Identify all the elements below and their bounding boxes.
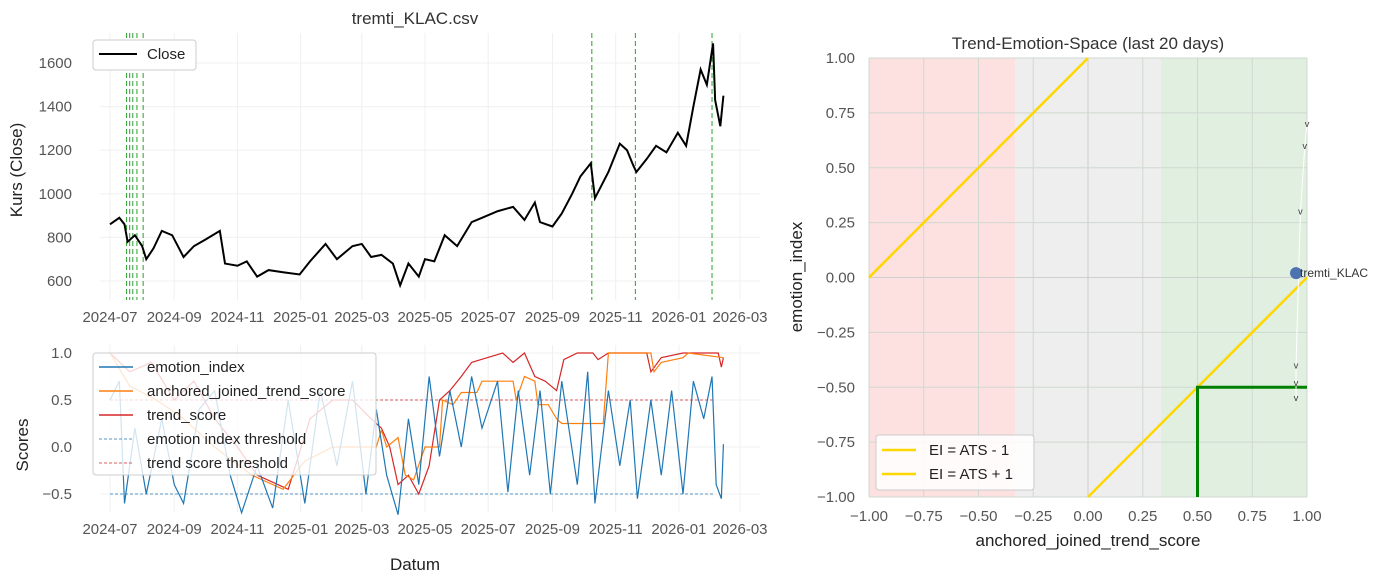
- x-tick-label: −0.50: [960, 508, 998, 525]
- y-tick-label: 0.5: [51, 392, 72, 409]
- x-tick-label: 2025-09: [525, 521, 580, 538]
- x-tick-label: 2024-09: [147, 521, 202, 538]
- x-tick-label: 2026-03: [712, 521, 767, 538]
- legend-label: Close: [147, 46, 185, 63]
- y-tick-label: −1.00: [817, 489, 855, 506]
- x-tick-label: 2024-09: [147, 309, 202, 326]
- y-axis-label: emotion_index: [787, 221, 806, 332]
- legend-label: emotion index threshold: [147, 431, 306, 448]
- y-tick-label: 1200: [39, 142, 72, 159]
- y-tick-label: 800: [47, 229, 72, 246]
- y-tick-label: 1.00: [826, 50, 855, 67]
- x-tick-label: 2025-01: [273, 521, 328, 538]
- x-tick-label: 2024-07: [82, 309, 137, 326]
- x-tick-label: 2026-01: [651, 309, 706, 326]
- x-tick-label: 2026-03: [712, 309, 767, 326]
- y-tick-label: −0.5: [42, 486, 72, 503]
- x-tick-label: 2025-11: [589, 309, 643, 326]
- chart-title: tremti_KLAC.csv: [352, 9, 479, 28]
- x-tick-label: −0.25: [1014, 508, 1052, 525]
- trail-arrow-icon: v: [1298, 207, 1303, 217]
- anchored-joined-trend-score-line: [109, 352, 724, 491]
- x-tick-label: 2025-09: [525, 309, 580, 326]
- x-tick-label: 2025-11: [589, 521, 643, 538]
- ticker-point: [1290, 267, 1303, 280]
- legend-label: trend score threshold: [147, 455, 288, 472]
- ticker-point-label: tremti_KLAC: [1300, 266, 1368, 280]
- x-tick-label: 2025-03: [334, 309, 389, 326]
- trail-arrow-icon: v: [1303, 141, 1308, 151]
- legend-label: emotion_index: [147, 359, 245, 376]
- y-tick-label: 1400: [39, 99, 72, 116]
- trail-arrow-icon: v: [1294, 393, 1299, 403]
- legend-label: trend_score: [147, 407, 226, 424]
- x-tick-label: 0.75: [1238, 508, 1267, 525]
- y-tick-label: −0.75: [817, 434, 855, 451]
- x-tick-label: 0.25: [1128, 508, 1157, 525]
- x-tick-label: −1.00: [850, 508, 888, 525]
- x-tick-label: 0.50: [1183, 508, 1212, 525]
- chart-title: Trend-Emotion-Space (last 20 days): [952, 34, 1224, 53]
- x-tick-label: −0.75: [905, 508, 943, 525]
- x-tick-label: 2024-11: [210, 309, 264, 326]
- y-tick-label: 0.00: [826, 270, 855, 287]
- x-tick-label: 2025-07: [461, 309, 516, 326]
- threshold-box: [1196, 385, 1307, 497]
- y-tick-label: 1000: [39, 186, 72, 203]
- trail-arrow-icon: v: [1294, 360, 1299, 370]
- y-tick-label: 600: [47, 273, 72, 290]
- x-tick-label: 2025-05: [397, 309, 452, 326]
- x-tick-label: 2025-07: [461, 521, 516, 538]
- legend-label: EI = ATS - 1: [929, 442, 1009, 459]
- x-axis-label: Datum: [390, 555, 440, 574]
- legend-label: EI = ATS + 1: [929, 466, 1013, 483]
- x-tick-label: 2025-05: [397, 521, 452, 538]
- legend-box: [92, 39, 197, 71]
- trail-arrow-icon: v: [1305, 119, 1310, 129]
- y-tick-label: 0.0: [51, 439, 72, 456]
- y-tick-label: 1.0: [51, 345, 72, 362]
- y-axis-label: Scores: [13, 419, 32, 472]
- x-tick-label: 2025-01: [273, 309, 328, 326]
- trail-arrow-icon: v: [1294, 378, 1299, 388]
- y-tick-label: 0.25: [826, 215, 855, 232]
- x-tick-label: 2024-11: [210, 521, 264, 538]
- x-tick-label: 2025-03: [334, 521, 389, 538]
- y-axis-label: Kurs (Close): [7, 123, 26, 217]
- legend-box: [92, 352, 377, 476]
- reference-line: [868, 57, 1089, 279]
- legend-label: anchored_joined_trend_score: [147, 383, 345, 400]
- x-axis-label: anchored_joined_trend_score: [976, 531, 1201, 550]
- x-tick-label: 0.00: [1073, 508, 1102, 525]
- y-tick-label: 0.50: [826, 160, 855, 177]
- trail-line: [1295, 123, 1308, 399]
- y-tick-label: −0.25: [817, 324, 855, 341]
- x-tick-label: 2024-07: [82, 521, 137, 538]
- x-tick-label: 2026-01: [651, 521, 706, 538]
- x-tick-label: 1.00: [1292, 508, 1321, 525]
- y-tick-label: 1600: [39, 55, 72, 72]
- y-tick-label: 0.75: [826, 105, 855, 122]
- y-tick-label: −0.50: [817, 379, 855, 396]
- close-line: [109, 43, 725, 289]
